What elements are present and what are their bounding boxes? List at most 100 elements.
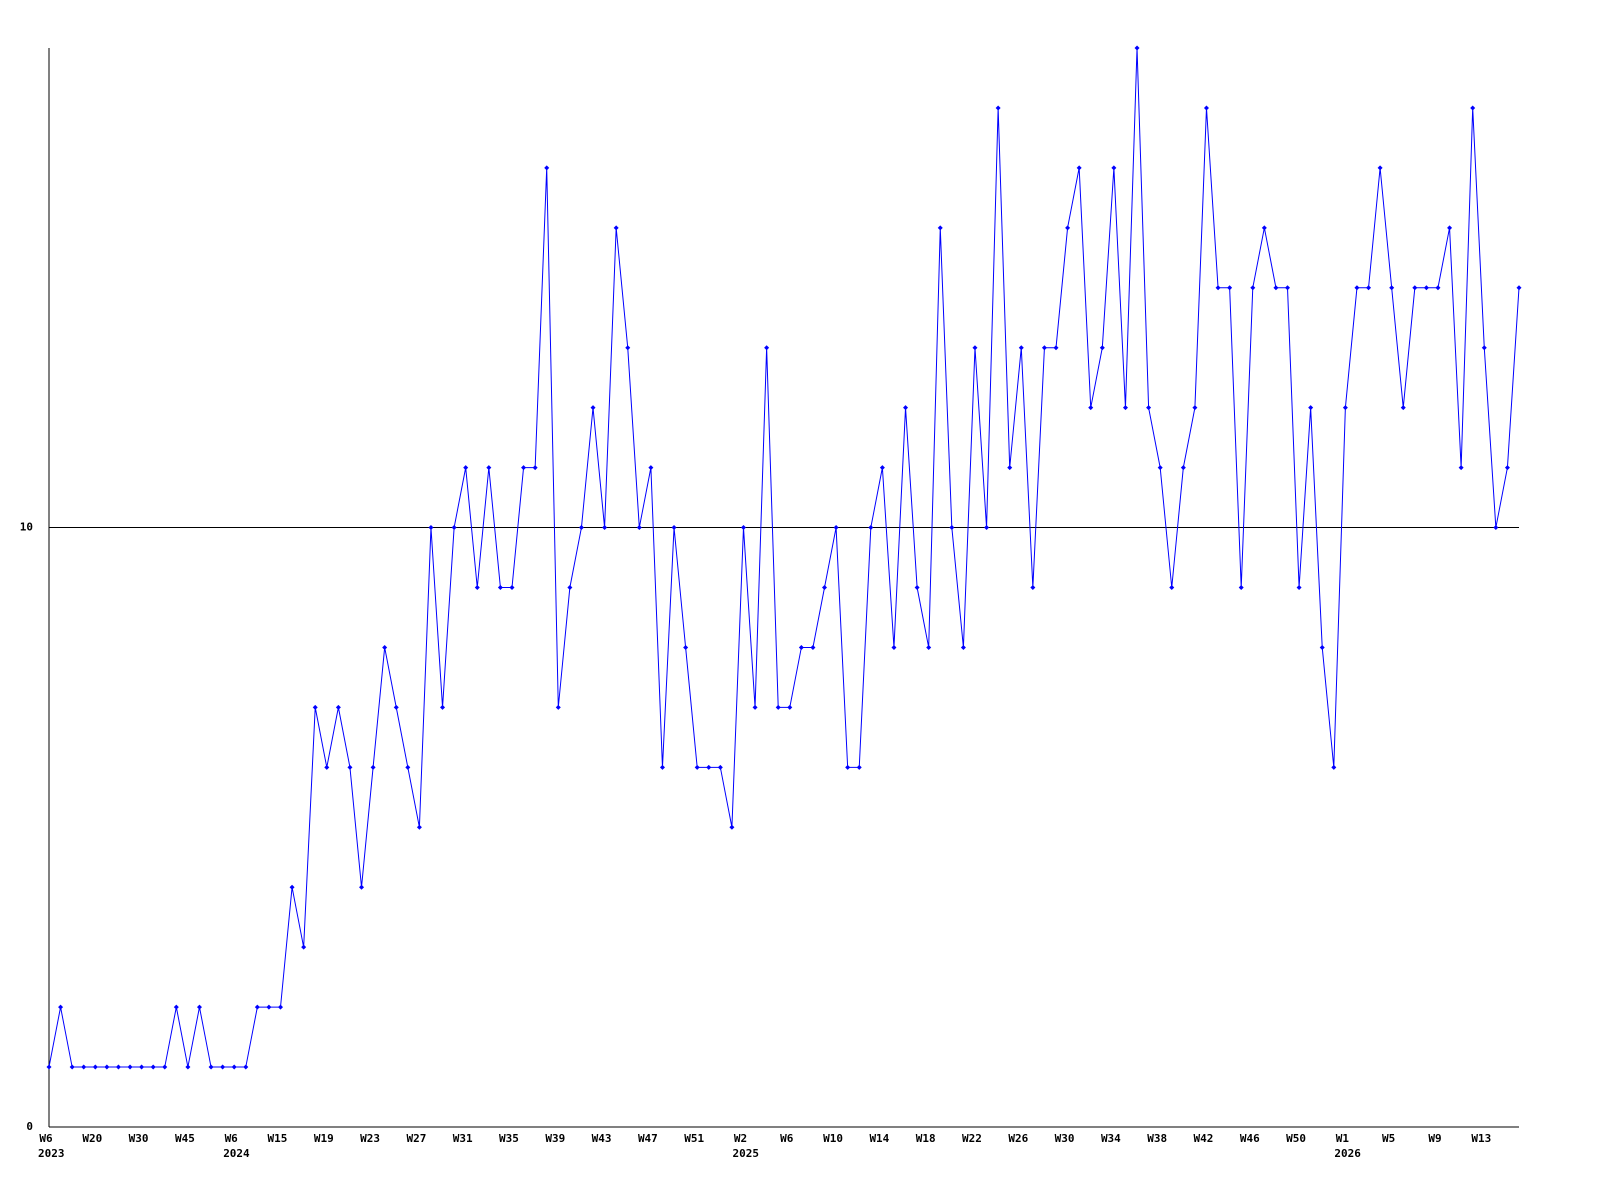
data-point (243, 1064, 249, 1070)
x-tick-label: W9 (1428, 1132, 1441, 1145)
x-tick-label: W27 (406, 1132, 426, 1145)
data-point (301, 944, 307, 950)
x-tick-label: W23 (360, 1132, 380, 1145)
data-point (868, 525, 874, 531)
data-point (590, 405, 596, 411)
x-tick-label: W13 (1471, 1132, 1491, 1145)
x-tick-label: W50 (1286, 1132, 1306, 1145)
data-point (474, 585, 480, 590)
data-point (1018, 345, 1024, 351)
data-point (440, 704, 446, 710)
data-point (1007, 465, 1013, 471)
data-point (694, 764, 700, 770)
data-point (1354, 285, 1360, 291)
data-point (1065, 225, 1071, 231)
data-point (984, 525, 990, 531)
x-tick-label: W15 (268, 1132, 288, 1145)
x-tick-label: W26 (1008, 1132, 1028, 1145)
data-point (1470, 105, 1476, 111)
data-point (416, 824, 422, 830)
data-point (810, 644, 816, 650)
data-point (671, 525, 677, 531)
data-point (266, 1004, 272, 1010)
data-point (972, 345, 978, 351)
data-point (891, 644, 897, 650)
x-year-label: 2023 (38, 1147, 65, 1160)
data-point (879, 465, 885, 471)
data-point (914, 585, 920, 590)
x-tick-label: W51 (684, 1132, 704, 1145)
data-point (613, 225, 619, 231)
data-point (706, 764, 712, 770)
data-point (960, 644, 966, 650)
data-point (208, 1064, 214, 1070)
data-point (104, 1064, 110, 1070)
data-point (995, 105, 1001, 111)
data-point (1412, 285, 1418, 291)
data-point (1366, 285, 1372, 291)
x-tick-label: W43 (592, 1132, 612, 1145)
data-point (1516, 285, 1522, 291)
data-point (1493, 525, 1499, 531)
data-point (127, 1064, 133, 1070)
data-point (69, 1064, 75, 1070)
data-point (324, 764, 330, 770)
x-tick-label: W45 (175, 1132, 195, 1145)
data-line (48, 47, 1520, 1068)
x-year-label: 2026 (1334, 1147, 1361, 1160)
data-point (1458, 465, 1464, 471)
data-point (602, 525, 608, 531)
data-point (903, 405, 909, 411)
data-point (335, 704, 341, 710)
data-point (845, 764, 851, 770)
data-point (150, 1064, 156, 1070)
x-tick-label: W30 (1055, 1132, 1075, 1145)
data-point (1192, 405, 1198, 411)
data-point (798, 644, 804, 650)
data-point (92, 1064, 98, 1070)
data-point (926, 644, 932, 650)
data-point (949, 525, 955, 531)
x-tick-label: W46 (1240, 1132, 1260, 1145)
data-point (254, 1004, 260, 1010)
x-tick-label: W18 (916, 1132, 936, 1145)
data-point (1099, 345, 1105, 351)
data-point (787, 704, 793, 710)
data-point (1447, 225, 1453, 231)
x-tick-label: W19 (314, 1132, 334, 1145)
data-point (359, 884, 365, 890)
data-point (1157, 465, 1163, 471)
data-point (1377, 165, 1383, 171)
x-tick-label: W35 (499, 1132, 519, 1145)
data-point (532, 465, 538, 471)
y-tick-label: 10 (20, 521, 33, 534)
data-point (1169, 585, 1175, 590)
data-point (486, 465, 492, 471)
data-point (1030, 585, 1036, 590)
data-point (1504, 465, 1510, 471)
data-point (1203, 105, 1209, 111)
data-point (1076, 165, 1082, 171)
data-point (775, 704, 781, 710)
data-point (636, 525, 642, 531)
data-point (1180, 465, 1186, 471)
data-point (1296, 585, 1302, 590)
data-point (428, 525, 434, 531)
data-point (58, 1004, 64, 1010)
data-point (312, 704, 318, 710)
data-point (220, 1064, 226, 1070)
data-point (1250, 285, 1256, 291)
data-point (1319, 644, 1325, 650)
data-point (393, 704, 399, 710)
data-point (173, 1004, 179, 1010)
x-tick-label: W47 (638, 1132, 658, 1145)
data-point (1215, 285, 1221, 291)
x-tick-label: W14 (869, 1132, 889, 1145)
x-year-label: 2024 (223, 1147, 250, 1160)
x-tick-label: W6 (225, 1132, 239, 1145)
data-point (1088, 405, 1094, 411)
data-point (717, 764, 723, 770)
data-point (46, 1064, 52, 1070)
x-tick-label: W1 (1336, 1132, 1350, 1145)
